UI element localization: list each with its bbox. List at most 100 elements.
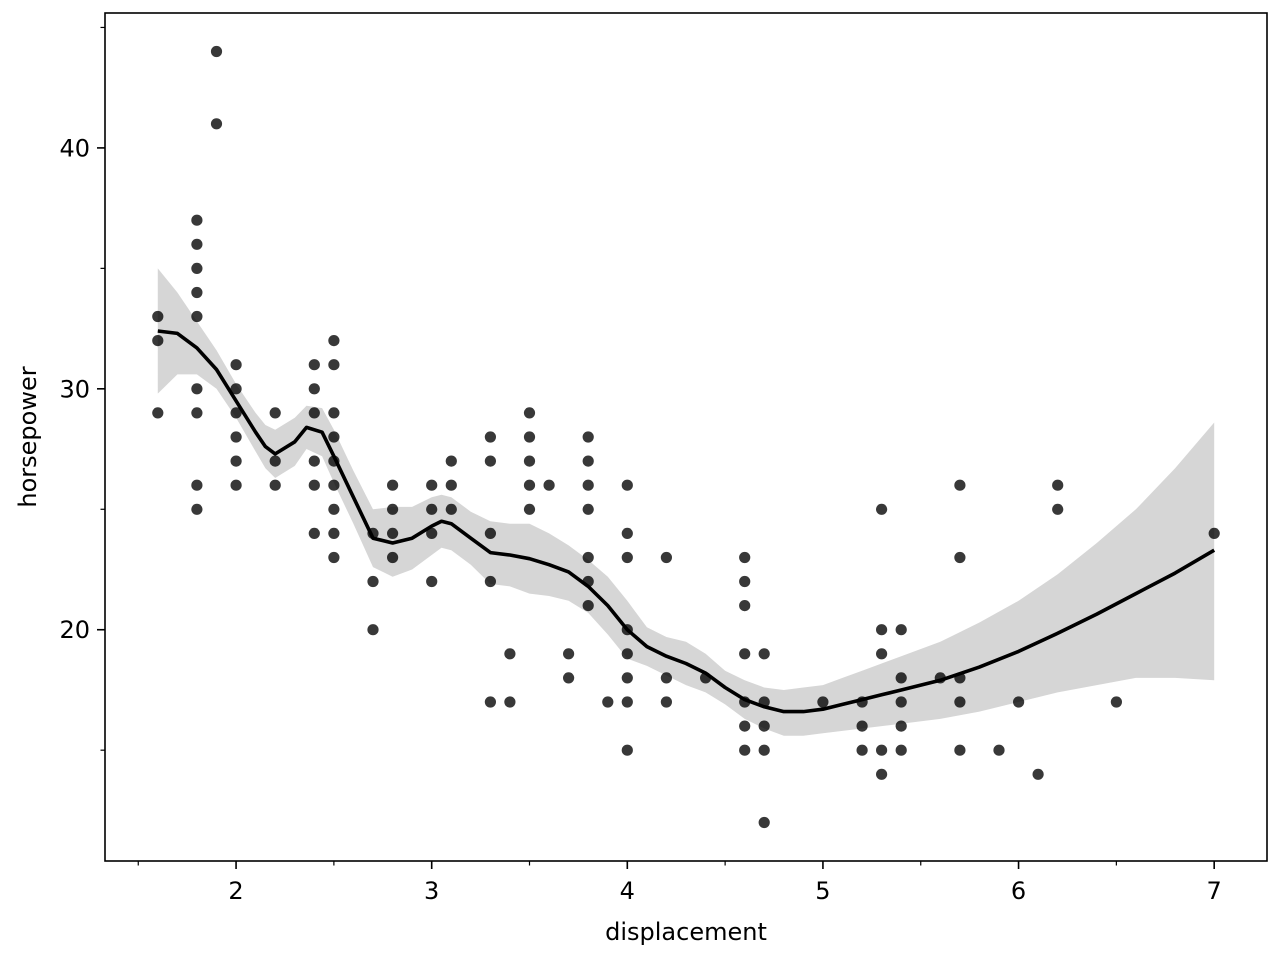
- data-point: [876, 744, 888, 756]
- data-point: [1032, 768, 1044, 780]
- data-point: [582, 600, 594, 612]
- data-point: [484, 527, 496, 540]
- data-point: [523, 431, 536, 443]
- data-point: [582, 503, 594, 515]
- data-point: [856, 744, 868, 756]
- y-axis: 20 30 40: [59, 26, 105, 751]
- data-point: [230, 479, 242, 491]
- y-tick-label: 20: [59, 616, 90, 644]
- x-tick-label: 4: [620, 877, 635, 905]
- data-point: [328, 479, 340, 491]
- data-point: [582, 551, 594, 564]
- data-point: [152, 310, 164, 323]
- data-point: [426, 503, 438, 515]
- data-point: [523, 407, 536, 419]
- data-point: [308, 359, 320, 371]
- data-point: [308, 527, 320, 540]
- x-axis: 2 3 4 5 6 7: [137, 861, 1222, 905]
- data-point: [758, 720, 770, 732]
- data-point: [426, 575, 438, 588]
- y-axis-title: horsepower: [14, 366, 42, 507]
- data-point: [660, 696, 673, 708]
- data-point: [387, 503, 399, 515]
- data-point: [191, 262, 203, 274]
- data-point: [1013, 696, 1025, 708]
- data-point: [523, 503, 536, 515]
- data-point: [1052, 503, 1064, 515]
- confidence-band: [157, 268, 1215, 736]
- data-point: [954, 744, 966, 756]
- data-point: [328, 503, 340, 515]
- data-point: [876, 648, 888, 660]
- data-point: [1052, 479, 1064, 491]
- data-point: [621, 479, 633, 491]
- data-point: [445, 455, 457, 467]
- data-point: [660, 551, 673, 564]
- data-point: [621, 551, 633, 564]
- data-point: [582, 455, 594, 467]
- data-point: [328, 551, 340, 564]
- y-tick-label: 30: [59, 375, 90, 403]
- data-point: [230, 407, 242, 419]
- data-point: [191, 503, 203, 515]
- data-point: [739, 600, 751, 612]
- data-point: [328, 431, 340, 443]
- data-point: [895, 672, 907, 684]
- data-point: [191, 407, 203, 419]
- trend-line: [157, 329, 1216, 714]
- data-point: [954, 696, 966, 708]
- plot-frame: [104, 12, 1268, 862]
- data-point: [210, 118, 223, 130]
- data-point: [523, 479, 536, 491]
- data-point: [1110, 696, 1122, 708]
- x-tick-label: 2: [228, 877, 243, 905]
- data-point: [817, 696, 829, 708]
- data-point: [1208, 527, 1220, 540]
- data-point: [523, 455, 536, 467]
- data-point: [387, 479, 399, 491]
- data-point: [367, 575, 379, 588]
- data-point: [739, 551, 751, 564]
- data-point: [876, 503, 888, 515]
- data-point: [367, 624, 379, 636]
- data-point: [387, 527, 399, 540]
- data-point: [876, 768, 888, 780]
- data-point: [758, 816, 770, 829]
- data-point: [602, 696, 614, 708]
- data-point: [739, 575, 751, 588]
- data-point: [895, 720, 907, 732]
- data-point: [484, 455, 496, 467]
- data-point: [739, 720, 751, 732]
- data-point: [758, 648, 770, 660]
- data-point: [993, 744, 1005, 756]
- data-point: [876, 624, 888, 636]
- x-tick-label: 3: [424, 877, 439, 905]
- data-point: [621, 744, 633, 756]
- data-point: [445, 503, 457, 515]
- x-axis-title: displacement: [605, 918, 767, 946]
- data-point: [484, 696, 496, 708]
- data-point: [230, 431, 242, 443]
- data-point: [328, 527, 340, 540]
- data-point: [895, 696, 907, 708]
- data-point: [269, 455, 281, 467]
- data-point: [230, 359, 242, 371]
- data-point: [210, 45, 223, 58]
- confidence-band-layer: [157, 268, 1215, 736]
- data-point: [152, 407, 164, 419]
- data-point: [563, 648, 575, 660]
- data-point: [191, 214, 203, 226]
- data-point: [426, 479, 438, 491]
- data-point: [191, 479, 203, 491]
- x-tick-label: 7: [1207, 877, 1222, 905]
- data-point: [191, 238, 203, 250]
- data-point: [191, 310, 203, 323]
- data-point: [543, 479, 555, 491]
- data-point: [230, 455, 242, 467]
- data-point: [895, 624, 907, 636]
- data-point: [621, 648, 633, 660]
- data-point: [582, 479, 594, 491]
- data-point: [308, 383, 320, 395]
- data-point: [954, 551, 966, 564]
